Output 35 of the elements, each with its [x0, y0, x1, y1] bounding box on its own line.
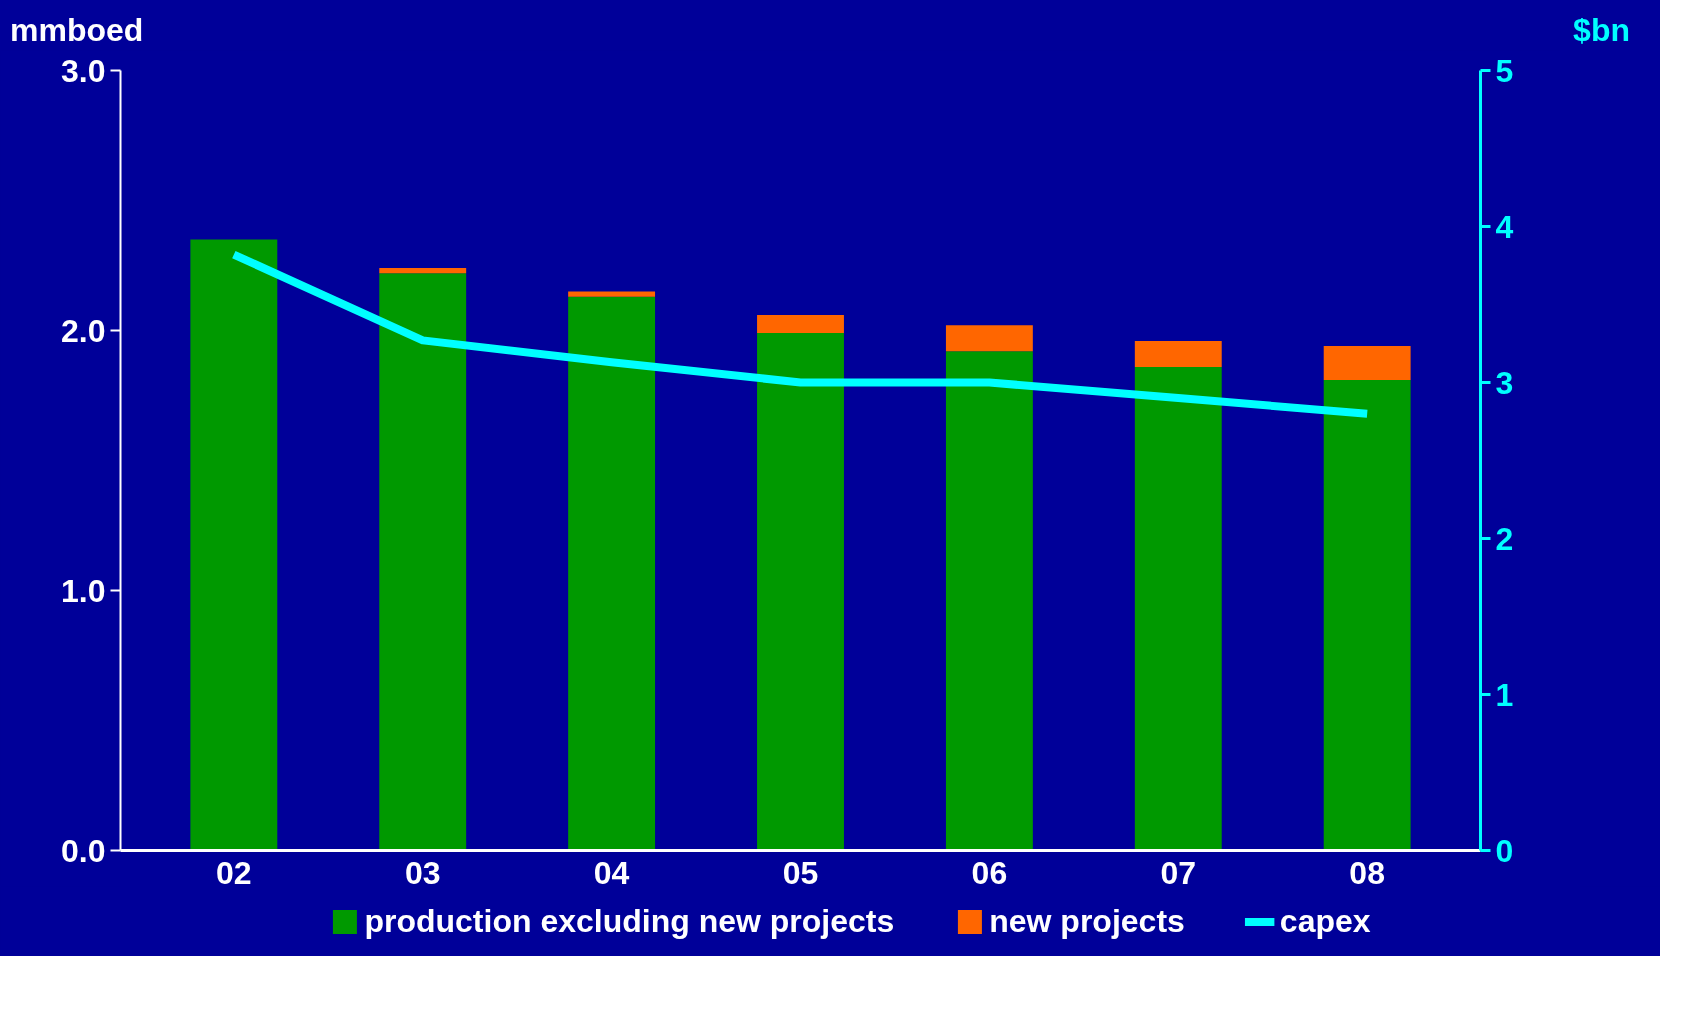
bar [945, 351, 1033, 851]
y2-tick-label: 4 [1495, 208, 1514, 245]
x-tick-label: 07 [1160, 854, 1197, 891]
bar [757, 333, 844, 851]
bar [568, 291, 656, 297]
y-axis-title: mmboed [10, 11, 144, 50]
bar [379, 268, 467, 274]
y-tick-label: 2.0 [61, 312, 106, 349]
bar [945, 325, 1033, 352]
y-tick-label: 1.0 [61, 572, 106, 609]
y2-tick-label: 2 [1495, 520, 1514, 557]
y2-tick-label: 1 [1495, 676, 1514, 713]
x-tick-label: 03 [404, 854, 441, 891]
y2-tick-label: 0 [1495, 832, 1514, 869]
y2-axis-title: $bn [1573, 11, 1630, 50]
legend-label: new projects [989, 902, 1185, 940]
x-tick-label: 08 [1349, 854, 1385, 891]
bar [190, 239, 278, 851]
y2-tick-label: 3 [1495, 364, 1514, 401]
y-tick-label: 0.0 [61, 832, 106, 869]
bar [1323, 346, 1411, 380]
x-tick-label: 04 [593, 854, 630, 891]
bar [1134, 366, 1222, 851]
x-tick-label: 06 [971, 854, 1008, 891]
bar [379, 273, 467, 851]
bar [757, 314, 844, 334]
x-tick-label: 02 [216, 854, 252, 891]
legend-label: capex [1279, 902, 1371, 940]
y-tick-label: 3.0 [61, 52, 106, 89]
bar [1323, 379, 1411, 851]
y2-tick-label: 5 [1495, 52, 1514, 89]
legend-label: production excluding new projects [364, 902, 895, 940]
bar [1134, 340, 1222, 367]
x-tick-label: 05 [782, 854, 819, 891]
bar [568, 296, 656, 851]
